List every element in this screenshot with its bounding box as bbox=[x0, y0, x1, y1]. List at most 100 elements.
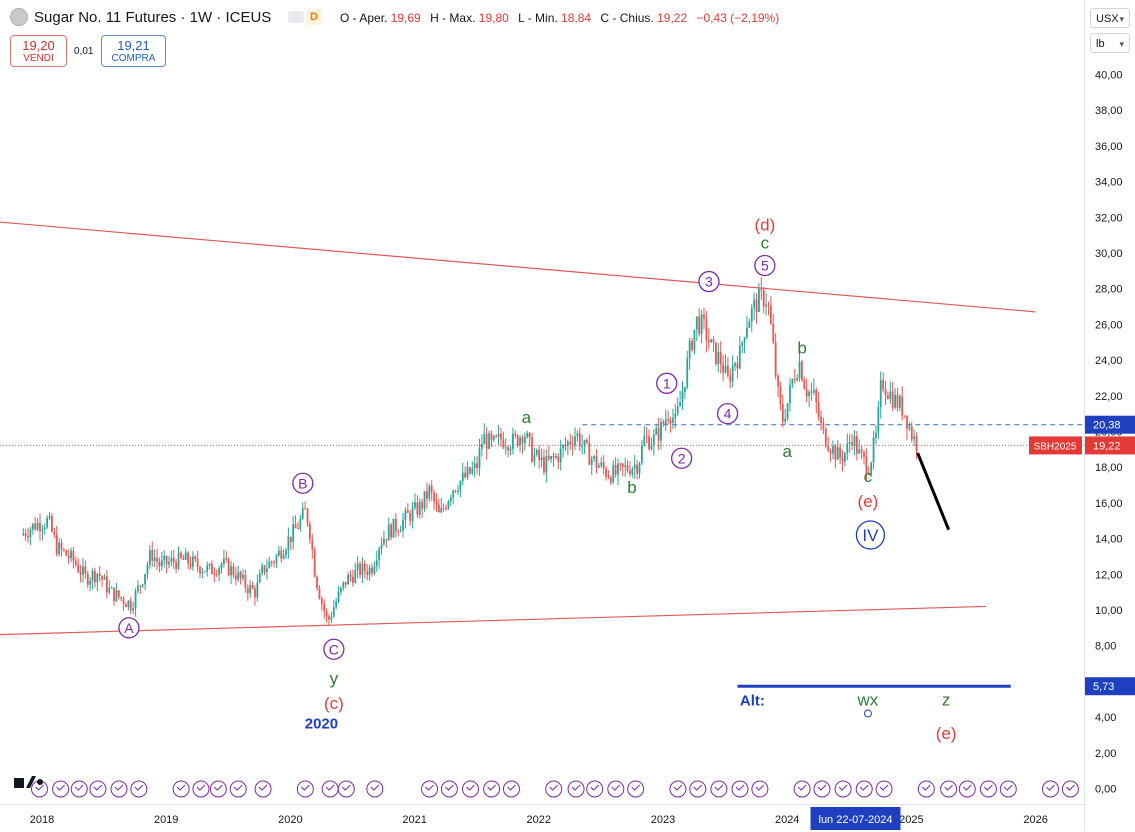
wave-label[interactable]: C bbox=[323, 638, 345, 660]
calendar-event-icon[interactable] bbox=[689, 780, 707, 798]
candle-body bbox=[313, 549, 316, 577]
calendar-event-icon[interactable] bbox=[461, 780, 479, 798]
calendar-event-icon[interactable] bbox=[545, 780, 563, 798]
calendar-event-icon[interactable] bbox=[130, 780, 148, 798]
price-axis[interactable]: 0,002,004,006,008,0010,0012,0014,0016,00… bbox=[1084, 0, 1135, 831]
calendar-event-icon[interactable] bbox=[483, 780, 501, 798]
calendar-event-icon[interactable] bbox=[607, 780, 625, 798]
calendar-event-icon[interactable] bbox=[52, 780, 70, 798]
calendar-event-icon[interactable] bbox=[89, 780, 107, 798]
sell-button[interactable]: 19,20 VENDI bbox=[10, 35, 67, 67]
calendar-event-icon[interactable] bbox=[875, 780, 893, 798]
calendar-event-icon[interactable] bbox=[70, 780, 88, 798]
wave-label[interactable]: c bbox=[761, 233, 770, 252]
wave-label[interactable]: 2 bbox=[670, 447, 693, 469]
calendar-event-icon[interactable] bbox=[421, 780, 439, 798]
wave-label[interactable]: b bbox=[627, 478, 636, 497]
wave-label[interactable]: z bbox=[942, 690, 951, 709]
candle-body bbox=[218, 567, 221, 575]
calendar-event-icon[interactable] bbox=[1042, 780, 1060, 798]
unit-selector[interactable]: lb ▾ bbox=[1090, 33, 1130, 53]
wave-label[interactable]: A bbox=[118, 617, 140, 639]
candle-body bbox=[703, 314, 705, 319]
wave-label[interactable]: c bbox=[864, 467, 873, 486]
candle-body bbox=[915, 436, 918, 452]
candle-body bbox=[564, 445, 567, 447]
delayed-data-badge[interactable]: D bbox=[306, 9, 322, 25]
wave-label[interactable]: b bbox=[797, 339, 806, 358]
calendar-event-icon[interactable] bbox=[440, 780, 458, 798]
candle-body bbox=[480, 444, 483, 449]
calendar-event-icon[interactable] bbox=[296, 780, 314, 798]
y-tick-label: 4,00 bbox=[1095, 712, 1116, 724]
calendar-event-icon[interactable] bbox=[366, 780, 384, 798]
calendar-event-icon[interactable] bbox=[751, 780, 769, 798]
candle-body bbox=[227, 559, 230, 576]
symbol-title[interactable]: Sugar No. 11 Futures · 1W · ICEUS bbox=[34, 9, 272, 26]
calendar-event-icon[interactable] bbox=[958, 780, 976, 798]
wave-label[interactable]: wx bbox=[857, 690, 879, 709]
calendar-event-icon[interactable] bbox=[110, 780, 128, 798]
calendar-event-icon[interactable] bbox=[917, 780, 935, 798]
calendar-event-icon[interactable] bbox=[793, 780, 811, 798]
calendar-event-icon[interactable] bbox=[321, 780, 339, 798]
candle-body bbox=[156, 557, 158, 562]
wave-label[interactable]: 5 bbox=[754, 254, 776, 277]
calendar-event-icon[interactable] bbox=[834, 780, 852, 798]
candle-body bbox=[375, 560, 378, 566]
wave-label[interactable]: a bbox=[522, 408, 532, 427]
buy-button[interactable]: 19,21 COMPRA bbox=[101, 35, 166, 67]
calendar-event-icon[interactable] bbox=[979, 780, 997, 798]
candle-body bbox=[769, 305, 772, 324]
calendar-event-icon[interactable] bbox=[710, 780, 728, 798]
wave-label[interactable]: (d) bbox=[754, 215, 775, 234]
calendar-event-icon[interactable] bbox=[337, 780, 355, 798]
time-axis[interactable]: 2018 2019 2020 2021 2022 2023 2024 2025 2026 lun … bbox=[0, 804, 1084, 832]
calendar-event-icon[interactable] bbox=[502, 780, 520, 798]
trendline[interactable] bbox=[0, 221, 1036, 313]
event-mark bbox=[838, 784, 848, 791]
alt-price-label-box bbox=[1085, 677, 1135, 696]
candle-body bbox=[765, 304, 767, 307]
wave-label[interactable]: B bbox=[292, 472, 314, 494]
wave-label[interactable]: (e) bbox=[858, 492, 879, 511]
candle-body bbox=[581, 444, 584, 447]
event-mark bbox=[258, 784, 268, 791]
wave-label[interactable]: 1 bbox=[656, 372, 678, 394]
wave-label[interactable]: 4 bbox=[716, 402, 739, 425]
wave-label[interactable]: Alt: bbox=[740, 692, 765, 709]
wave-label[interactable]: IV bbox=[855, 520, 886, 550]
currency-selector[interactable]: USX ▾ bbox=[1090, 8, 1130, 28]
calendar-event-icon[interactable] bbox=[1061, 780, 1079, 798]
candle-body bbox=[901, 396, 904, 416]
candle-body bbox=[693, 329, 696, 350]
sell-price: 19,20 bbox=[22, 38, 55, 53]
projection-line[interactable] bbox=[916, 452, 951, 531]
wave-label[interactable]: 2020 bbox=[305, 715, 338, 732]
wave-label[interactable]: 3 bbox=[698, 270, 720, 293]
calendar-event-icon[interactable] bbox=[254, 780, 272, 798]
wave-label-text: (c) bbox=[324, 694, 344, 713]
wave-label[interactable]: a bbox=[782, 442, 792, 461]
calendar-event-icon[interactable] bbox=[813, 780, 831, 798]
calendar-event-icon[interactable] bbox=[172, 780, 190, 798]
calendar-event-icon[interactable] bbox=[999, 780, 1017, 798]
calendar-event-icon[interactable] bbox=[567, 780, 585, 798]
visibility-toggle-icon[interactable] bbox=[288, 11, 304, 23]
calendar-event-icon[interactable] bbox=[731, 780, 749, 798]
candle-body bbox=[492, 435, 495, 440]
calendar-event-icon[interactable] bbox=[669, 780, 687, 798]
calendar-event-icon[interactable] bbox=[229, 780, 247, 798]
calendar-event-icon[interactable] bbox=[209, 780, 227, 798]
wave-label[interactable]: (e) bbox=[936, 724, 957, 743]
tradingview-logo-icon bbox=[14, 776, 43, 788]
trendline[interactable] bbox=[0, 605, 986, 636]
calendar-event-icon[interactable] bbox=[586, 780, 604, 798]
wave-label[interactable]: (c) bbox=[324, 694, 344, 713]
calendar-event-icon[interactable] bbox=[627, 780, 645, 798]
wave-label[interactable]: y bbox=[330, 669, 339, 688]
calendar-event-icon[interactable] bbox=[855, 780, 873, 798]
calendar-event-icon[interactable] bbox=[940, 780, 958, 798]
calendar-event-icon[interactable] bbox=[192, 780, 210, 798]
